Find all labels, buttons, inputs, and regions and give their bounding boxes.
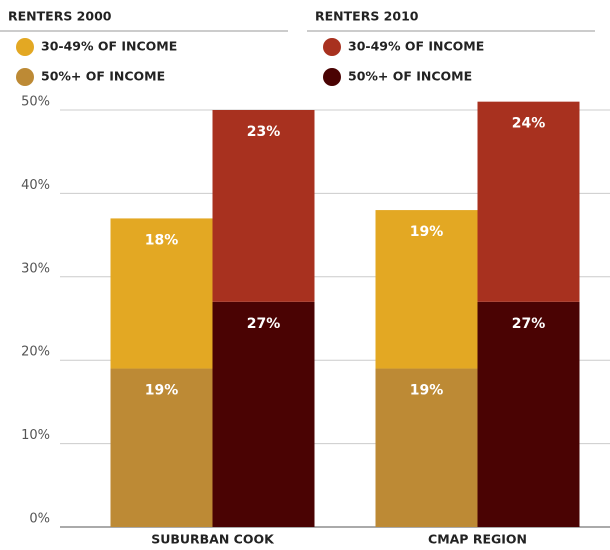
y-tick-label: 40% <box>21 178 50 193</box>
data-label: 27% <box>512 316 546 332</box>
bar-segment <box>110 368 213 527</box>
y-tick-label: 20% <box>21 345 50 360</box>
legend-title: RENTERS 2000 <box>8 9 112 24</box>
x-tick-label: SUBURBAN COOK <box>151 532 275 547</box>
data-label: 24% <box>512 116 546 132</box>
legend-label: 30-49% OF INCOME <box>348 39 484 54</box>
legend-swatch <box>323 68 341 86</box>
bar-segment <box>477 301 580 527</box>
bar-segment <box>375 368 478 527</box>
y-tick-label: 0% <box>29 512 50 527</box>
bar-segment <box>477 101 580 302</box>
data-label: 23% <box>247 124 281 140</box>
legend-swatch <box>16 38 34 56</box>
legend-swatch <box>16 68 34 86</box>
legend-swatch <box>323 38 341 56</box>
legend-label: 30-49% OF INCOME <box>41 39 177 54</box>
y-tick-label: 30% <box>21 261 50 276</box>
data-label: 27% <box>247 316 281 332</box>
legend-label: 50%+ OF INCOME <box>348 69 472 84</box>
bar-segment <box>212 110 315 302</box>
bar-segment <box>212 301 315 527</box>
y-tick-label: 10% <box>21 428 50 443</box>
legend-label: 50%+ OF INCOME <box>41 69 165 84</box>
data-label: 19% <box>410 224 444 240</box>
bar-segment <box>375 210 478 369</box>
y-tick-label: 50% <box>21 95 50 110</box>
data-label: 18% <box>145 232 179 248</box>
legend-title: RENTERS 2010 <box>315 9 419 24</box>
data-label: 19% <box>145 383 179 399</box>
x-tick-label: CMAP REGION <box>428 532 527 547</box>
data-label: 19% <box>410 383 444 399</box>
bar-segment <box>110 218 213 369</box>
